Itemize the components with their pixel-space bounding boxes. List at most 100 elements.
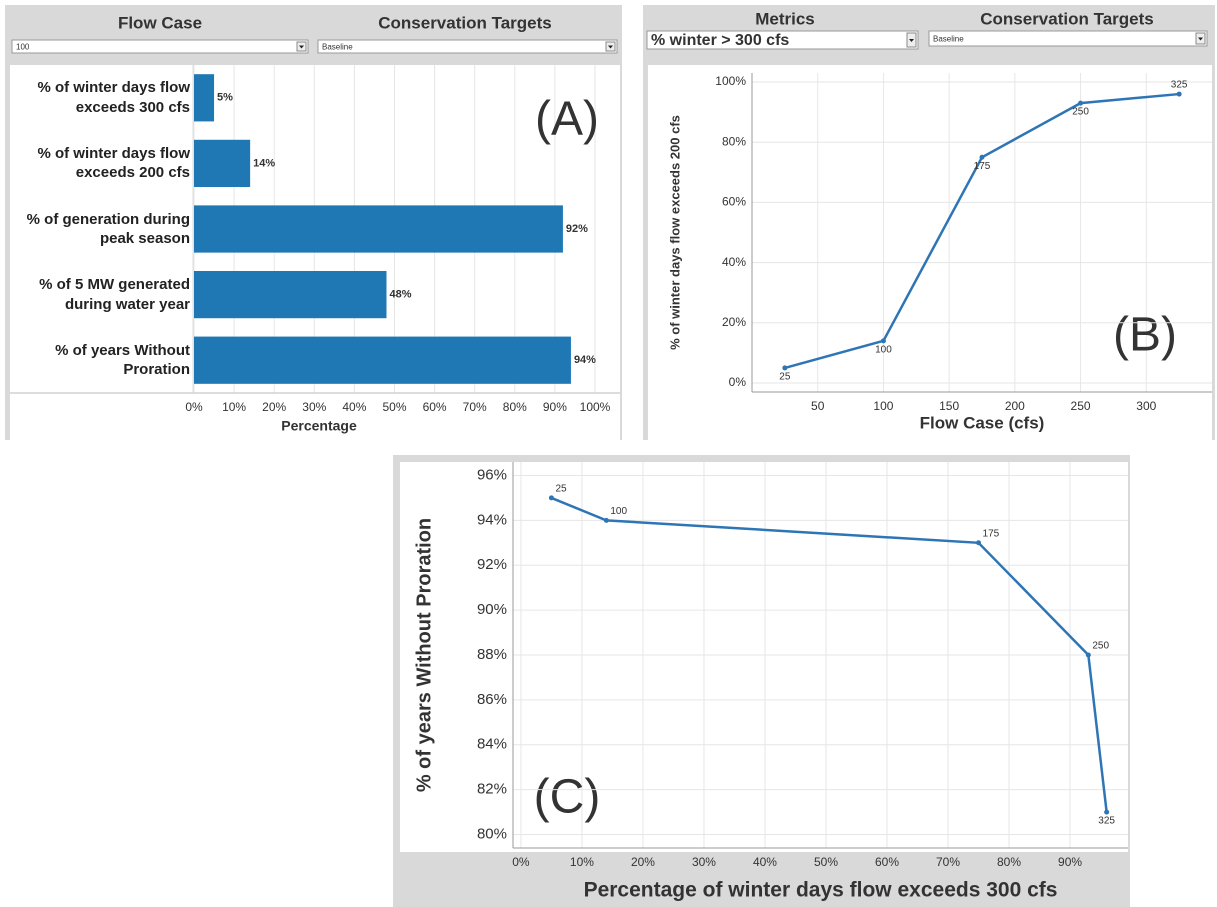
x-tick-label: 100	[873, 399, 893, 413]
x-tick-label: 40%	[342, 400, 366, 414]
y-tick-label: 88%	[477, 646, 507, 663]
point	[782, 365, 788, 371]
category-label-box: % of winter days flow exceeds 200 cfs	[37, 144, 190, 182]
bar	[194, 139, 251, 188]
x-tick-label: 60%	[875, 855, 899, 869]
point	[1104, 809, 1110, 815]
dropdown-value[interactable]: % winter > 300 cfs	[651, 32, 789, 49]
y-tick-label: 94%	[477, 511, 507, 528]
panel-label: (C)	[534, 771, 601, 824]
chart-panel: 0% 10% 20% 30% 40% 50% 60% 70% 80% 90% (C) 80% 82% 84…	[393, 455, 1130, 907]
value-label: 94%	[574, 354, 596, 366]
point	[1085, 652, 1091, 658]
x-tick-label: 30%	[692, 855, 716, 869]
panel-label: (A)	[535, 93, 599, 146]
y-tick-label: % of 5 MW generated during water year	[39, 276, 190, 313]
y-tick-label: 86%	[477, 691, 507, 708]
x-tick-label: 0%	[512, 855, 530, 869]
x-tick-label: 300	[1136, 399, 1156, 413]
y-tick-label: 80%	[722, 134, 746, 148]
y-axis-title: % of winter days flow exceeds 200 cfs	[667, 115, 682, 350]
dropdown[interactable]	[317, 39, 618, 54]
dropdown-arrow	[608, 45, 613, 49]
bar	[194, 74, 215, 122]
y-tick-label: 60%	[722, 195, 746, 209]
y-tick-label: 0%	[729, 375, 747, 389]
x-tick-label: 250	[1071, 399, 1091, 413]
y-tick-label: % of winter days flow exceeds 200 cfs	[37, 144, 190, 182]
dropdown-value[interactable]: Baseline	[322, 43, 353, 52]
x-tick-label: 50	[811, 399, 825, 413]
control-label: Conservation Targets	[980, 9, 1154, 28]
point-label: 250	[1092, 641, 1109, 652]
value-label: 48%	[389, 289, 411, 301]
x-tick-label: 30%	[302, 400, 326, 414]
point-label: 325	[1098, 816, 1115, 827]
point	[979, 154, 985, 160]
point	[976, 540, 982, 546]
point-label: 325	[1171, 80, 1188, 91]
x-tick-label: 40%	[753, 855, 777, 869]
y-tick-label: 92%	[477, 556, 507, 573]
y-tick-label: 90%	[477, 601, 507, 618]
x-tick-label: 200	[1005, 399, 1025, 413]
point	[548, 495, 554, 501]
control-label: Metrics	[755, 9, 815, 28]
control-label: Flow Case	[118, 13, 202, 32]
x-tick-label: 50%	[382, 400, 406, 414]
value-label: 5%	[217, 92, 233, 104]
x-tick-label: 10%	[570, 855, 594, 869]
point-label: 25	[555, 484, 567, 495]
y-tick-label: 82%	[477, 781, 507, 798]
dropdown[interactable]	[646, 30, 919, 50]
point	[880, 338, 886, 344]
x-axis-title: Percentage	[281, 418, 357, 434]
bar	[194, 336, 571, 384]
y-tick-label: 20%	[722, 315, 746, 329]
dropdown-value[interactable]: Baseline	[933, 35, 964, 44]
chart-panel: Metrics % winter > 300 cfs Conservation Ta…	[643, 5, 1215, 440]
y-tick-label: % of winter days flow exceeds 300 cfs	[37, 79, 190, 116]
y-tick-label: 96%	[477, 466, 507, 483]
y-tick-label: 100%	[715, 74, 746, 88]
dropdown-arrow	[299, 45, 304, 49]
y-tick-label: % of generation during peak season	[26, 210, 190, 248]
category-label-box: % of years Without Proration	[55, 341, 190, 379]
x-tick-label: 20%	[262, 400, 286, 414]
category-label-box: % of 5 MW generated during water year	[39, 276, 190, 313]
dropdown[interactable]	[928, 30, 1208, 47]
y-tick-label: 80%	[477, 826, 507, 843]
x-tick-label: 80%	[503, 400, 527, 414]
point	[603, 517, 609, 523]
chart-panel: Flow Case 100 Conservation Targets Baseline…	[5, 5, 622, 440]
control-label: Conservation Targets	[378, 13, 552, 32]
y-axis-title: % of years Without Proration	[413, 518, 435, 792]
point-label: 175	[983, 528, 1000, 539]
dropdown[interactable]	[11, 39, 309, 54]
x-tick-label: 0%	[185, 400, 203, 414]
x-tick-label: 100%	[580, 400, 611, 414]
x-tick-label: 70%	[463, 400, 487, 414]
y-tick-label: 40%	[722, 255, 746, 269]
point	[1078, 100, 1084, 106]
x-axis-title: Percentage of winter days flow exceeds 3…	[584, 879, 1058, 902]
point-label: 100	[875, 344, 892, 355]
y-tick-label: 84%	[477, 736, 507, 753]
x-tick-label: 50%	[814, 855, 838, 869]
x-tick-label: 60%	[423, 400, 447, 414]
point-label: 25	[779, 372, 791, 383]
x-tick-label: 10%	[222, 400, 246, 414]
value-label: 92%	[566, 223, 588, 235]
point-label: 175	[974, 161, 991, 172]
y-tick-label: % of years Without Proration	[55, 341, 190, 379]
point	[1176, 91, 1182, 97]
dropdown-value[interactable]: 100	[16, 43, 30, 52]
value-label: 14%	[253, 157, 275, 169]
x-axis-title: Flow Case (cfs)	[920, 413, 1045, 432]
point-label: 250	[1072, 107, 1089, 118]
dropdown-arrow	[909, 39, 914, 42]
x-tick-label: 90%	[1058, 855, 1082, 869]
bar	[194, 270, 387, 319]
dropdown-arrow	[1198, 37, 1203, 41]
